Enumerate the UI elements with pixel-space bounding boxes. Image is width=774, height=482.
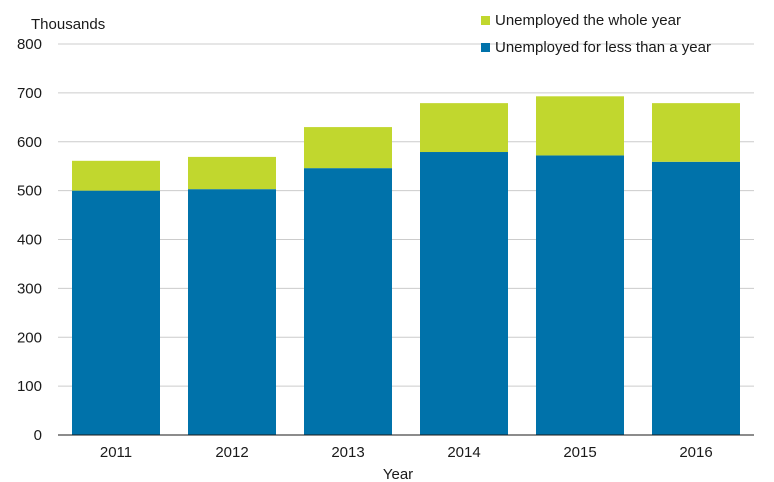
bar-2012-less-than-year — [188, 189, 276, 435]
x-tick-label: 2012 — [215, 444, 248, 461]
y-tick-label: 300 — [17, 280, 42, 297]
bar-2014-whole-year — [420, 103, 508, 153]
bars — [72, 96, 740, 436]
bar-2012-whole-year — [188, 156, 276, 190]
y-tick-label: 500 — [17, 183, 42, 200]
bar-2011-less-than-year — [72, 190, 160, 435]
y-tick-label: 0 — [34, 427, 42, 444]
gridlines — [58, 43, 754, 387]
y-axis-title: Thousands — [31, 16, 105, 33]
x-axis-title: Year — [383, 466, 413, 482]
bar-2013-less-than-year — [304, 168, 392, 435]
bar-2016-whole-year — [652, 103, 740, 162]
x-tick-label: 2013 — [331, 444, 364, 461]
legend-swatch — [481, 16, 490, 25]
bar-2015-whole-year — [536, 96, 624, 156]
y-tick-label: 700 — [17, 85, 42, 102]
y-tick-label: 200 — [17, 329, 42, 346]
y-tick-label: 800 — [17, 36, 42, 53]
x-tick-label: 2011 — [100, 444, 132, 461]
bar-2016-less-than-year — [652, 161, 740, 435]
legend-label: Unemployed the whole year — [495, 12, 681, 29]
bar-2014-less-than-year — [420, 152, 508, 436]
legend-swatch — [481, 43, 490, 52]
x-tick-label: 2014 — [447, 444, 480, 461]
y-tick-label: 600 — [17, 134, 42, 151]
x-tick-label: 2016 — [679, 444, 712, 461]
x-tick-label: 2015 — [563, 444, 596, 461]
bar-2013-whole-year — [304, 127, 392, 169]
x-tick-labels: 2011 2012 2013 2014 2015 2016 — [100, 444, 713, 461]
bar-2011-whole-year — [72, 160, 160, 191]
y-tick-labels: 0 100 200 300 400 500 600 700 800 — [17, 36, 42, 444]
y-tick-label: 100 — [17, 378, 42, 395]
y-tick-label: 400 — [17, 232, 42, 249]
legend-label: Unemployed for less than a year — [495, 39, 711, 56]
bar-2015-less-than-year — [536, 155, 624, 435]
legend: Unemployed the whole year Unemployed for … — [481, 12, 711, 56]
